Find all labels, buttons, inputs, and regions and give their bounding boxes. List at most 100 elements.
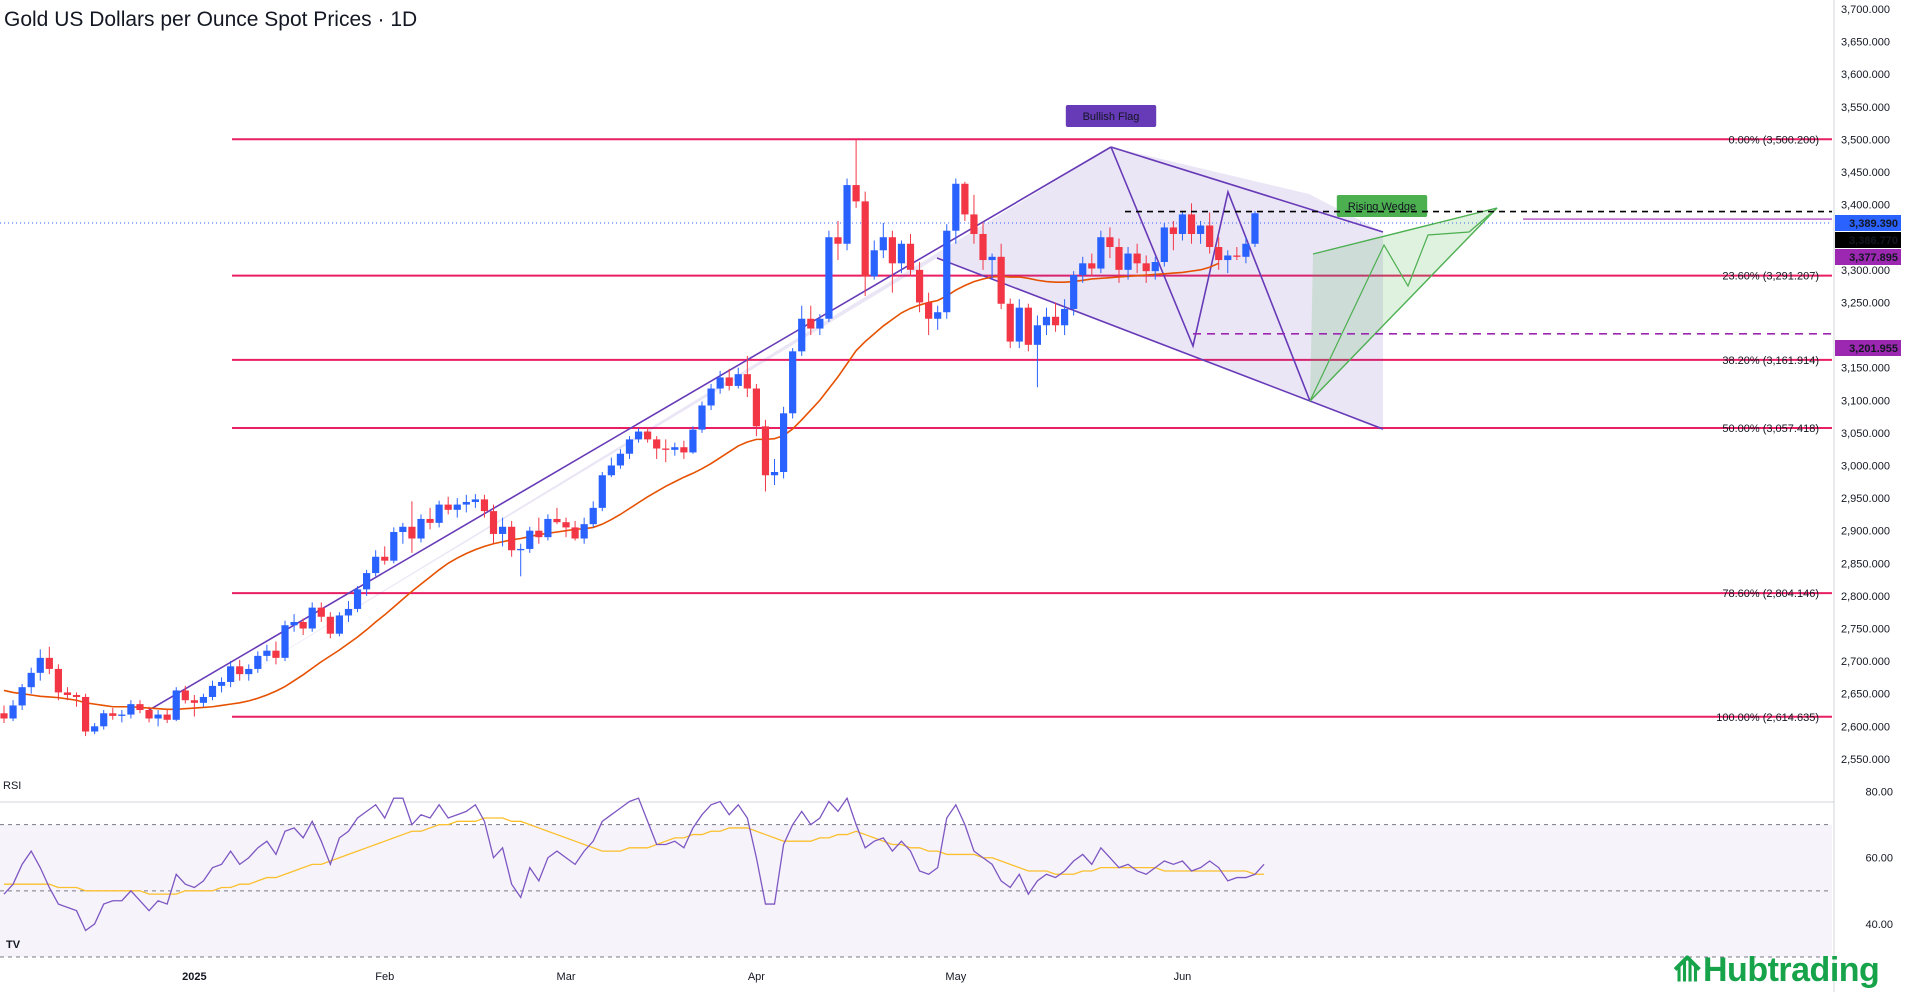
candle xyxy=(1196,220,1205,244)
candle-body xyxy=(498,526,507,534)
candle-body xyxy=(1224,255,1232,261)
rsi-tick-label: 40.00 xyxy=(1865,919,1893,931)
candle-body xyxy=(943,230,951,313)
candle xyxy=(779,406,788,479)
candle-body xyxy=(145,710,153,719)
moving-average-line xyxy=(3,262,1220,711)
candle-body xyxy=(408,526,416,539)
candle xyxy=(1124,247,1132,280)
candle xyxy=(1070,271,1078,316)
candle-body xyxy=(91,726,99,732)
candle xyxy=(770,458,779,486)
candle xyxy=(363,569,371,596)
candle xyxy=(934,305,942,330)
candle-body xyxy=(426,518,434,523)
tradingview-mark: TV xyxy=(6,939,21,951)
candle-body xyxy=(1251,213,1259,244)
candle xyxy=(1187,203,1196,244)
candle-body xyxy=(752,388,760,427)
candle-body xyxy=(1242,243,1250,257)
price-tick-label: 3,600.000 xyxy=(1841,69,1890,81)
candle xyxy=(435,500,443,528)
candle-body xyxy=(109,713,117,716)
candle xyxy=(807,305,815,336)
candle-body xyxy=(372,556,380,574)
candle-body xyxy=(1070,275,1078,309)
price-label-text: 3,386.770 xyxy=(1849,235,1898,247)
candle-body xyxy=(480,499,489,512)
candle xyxy=(489,504,498,544)
price-tick-label: 2,850.000 xyxy=(1841,558,1890,570)
candle-body xyxy=(190,700,198,703)
hub-logo-icon: ⟰ xyxy=(1673,951,1702,989)
candle-body xyxy=(471,499,479,502)
candle-body xyxy=(716,377,724,389)
candle-body xyxy=(199,696,208,703)
candle xyxy=(634,428,643,443)
candle xyxy=(997,243,1005,309)
candle xyxy=(91,723,99,735)
candle-body xyxy=(272,650,280,658)
time-tick-label: May xyxy=(945,971,966,983)
candle-body xyxy=(526,530,534,549)
candle xyxy=(680,440,688,459)
candle-body xyxy=(517,548,525,551)
candle-body xyxy=(227,666,235,682)
candle xyxy=(1015,299,1023,349)
candle xyxy=(18,683,26,711)
candle xyxy=(308,602,316,632)
bullish-flag-label: Bullish Flag xyxy=(1083,111,1140,123)
candle-body xyxy=(54,668,62,693)
candle xyxy=(689,426,697,454)
candle xyxy=(45,646,53,675)
price-label-box xyxy=(1835,340,1901,356)
candle xyxy=(897,240,906,274)
candle xyxy=(1042,307,1051,336)
candle xyxy=(571,520,579,541)
candle xyxy=(644,427,652,443)
candle xyxy=(281,620,289,662)
candle xyxy=(1215,237,1223,270)
candle-body xyxy=(344,608,353,616)
candle-body xyxy=(1215,247,1223,261)
candle xyxy=(163,710,171,724)
candle xyxy=(1251,211,1259,248)
price-tick-label: 3,300.000 xyxy=(1841,265,1890,277)
candle-body xyxy=(544,518,552,538)
candle-body xyxy=(834,237,842,244)
price-tick-label: 3,450.000 xyxy=(1841,167,1890,179)
price-tick-label: 2,650.000 xyxy=(1841,689,1890,701)
candle xyxy=(9,700,17,722)
candle-body xyxy=(925,302,933,319)
candle xyxy=(979,222,987,270)
candle-body xyxy=(1169,227,1177,234)
candle-body xyxy=(798,318,806,352)
fib-level-label: 100.00% (2,614.635) xyxy=(1716,712,1819,724)
fib-level-label: 50.00% (3,057.418) xyxy=(1722,423,1819,435)
wedge-upper-line xyxy=(1312,207,1498,255)
candle xyxy=(752,383,760,437)
candle xyxy=(943,224,951,319)
candle xyxy=(1224,250,1232,274)
candle xyxy=(707,383,715,411)
price-tick-label: 3,650.000 xyxy=(1841,37,1890,49)
candle xyxy=(761,419,770,492)
candle xyxy=(118,710,126,723)
candle-body xyxy=(789,351,797,414)
rsi-tick-label: 80.00 xyxy=(1865,787,1893,799)
candle-body xyxy=(589,507,597,525)
candle-body xyxy=(36,657,44,673)
candle xyxy=(1024,303,1032,352)
candle xyxy=(1178,211,1187,241)
candle-body xyxy=(598,475,606,508)
rsi-tick-label: 60.00 xyxy=(1865,853,1893,865)
candle xyxy=(562,517,570,538)
candle xyxy=(671,442,679,456)
candle xyxy=(1242,237,1250,264)
candle-body xyxy=(353,589,362,609)
candle xyxy=(154,710,162,727)
candle-body xyxy=(680,447,688,453)
price-tick-label: 3,050.000 xyxy=(1841,428,1890,440)
candle-body xyxy=(1187,214,1196,234)
candle xyxy=(1142,255,1150,283)
